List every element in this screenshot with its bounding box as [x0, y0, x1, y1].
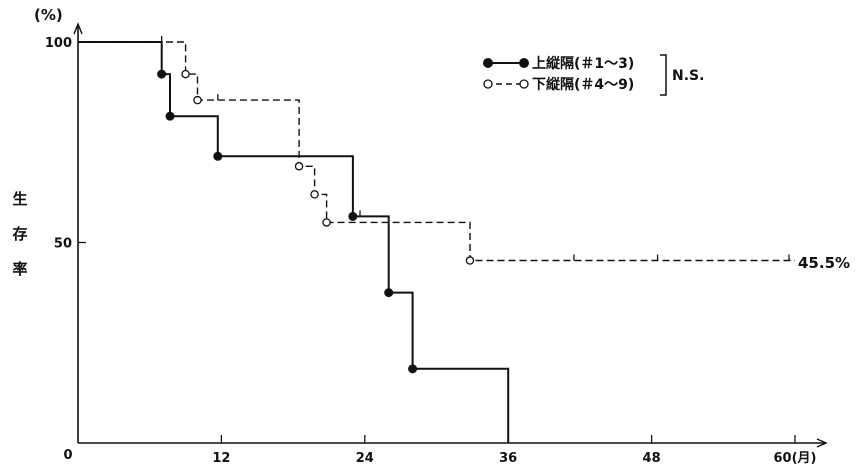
- event-point-lower: [322, 218, 331, 227]
- legend-label-upper: 上縦隔(＃1～3): [532, 55, 634, 72]
- y-tick-label: 100: [45, 36, 72, 51]
- legend-marker-upper-left: [483, 58, 493, 68]
- legend-marker-lower-left: [483, 79, 493, 89]
- event-point-upper: [348, 211, 358, 221]
- x-tick-label: 24: [356, 451, 374, 466]
- event-point-lower: [181, 69, 190, 79]
- axes: [73, 22, 828, 448]
- legend-label-lower: 下縦隔(＃4～9): [532, 76, 634, 93]
- x-axis-arrow: [816, 438, 828, 448]
- event-point-upper: [157, 69, 167, 79]
- legend-marker-lower-right: [519, 79, 529, 89]
- x-tick-label: 36: [499, 451, 517, 466]
- series-layer: [78, 36, 795, 443]
- series-upper-line: [78, 41, 510, 443]
- x-tick-label: 60(月): [774, 451, 817, 466]
- y-axis-arrow: [73, 22, 83, 35]
- legend-bracket-label: N.S.: [672, 68, 704, 84]
- x-tick-label: 12: [212, 451, 230, 466]
- legend-bracket: [660, 54, 667, 96]
- y-axis-label: 生存率: [12, 190, 27, 278]
- event-point-lower: [294, 162, 304, 171]
- y-unit-label: (%): [34, 6, 63, 24]
- y-axis-label-char: 率: [12, 260, 27, 278]
- event-point-lower: [465, 256, 475, 265]
- event-point-upper: [408, 364, 418, 374]
- y-tick-label: 50: [54, 237, 72, 252]
- event-point-lower: [310, 190, 319, 199]
- event-point-upper: [384, 288, 394, 298]
- legend-marker-upper-right: [519, 58, 529, 68]
- x-origin-label: 0: [63, 448, 72, 463]
- event-point-upper: [165, 111, 175, 121]
- end-annotation: 45.5%: [798, 254, 850, 272]
- event-point-lower: [193, 95, 202, 105]
- event-point-upper: [213, 151, 223, 161]
- x-tick-label: 48: [643, 451, 661, 466]
- tick-marks: 12 24 36 48 60(月) 0 50 100: [45, 36, 817, 466]
- y-axis-label-char: 生: [12, 190, 27, 208]
- y-axis-label-char: 存: [12, 225, 27, 243]
- series-lower-line: [78, 41, 795, 262]
- legend: 上縦隔(＃1～3) 下縦隔(＃4～9) N.S.: [483, 54, 704, 96]
